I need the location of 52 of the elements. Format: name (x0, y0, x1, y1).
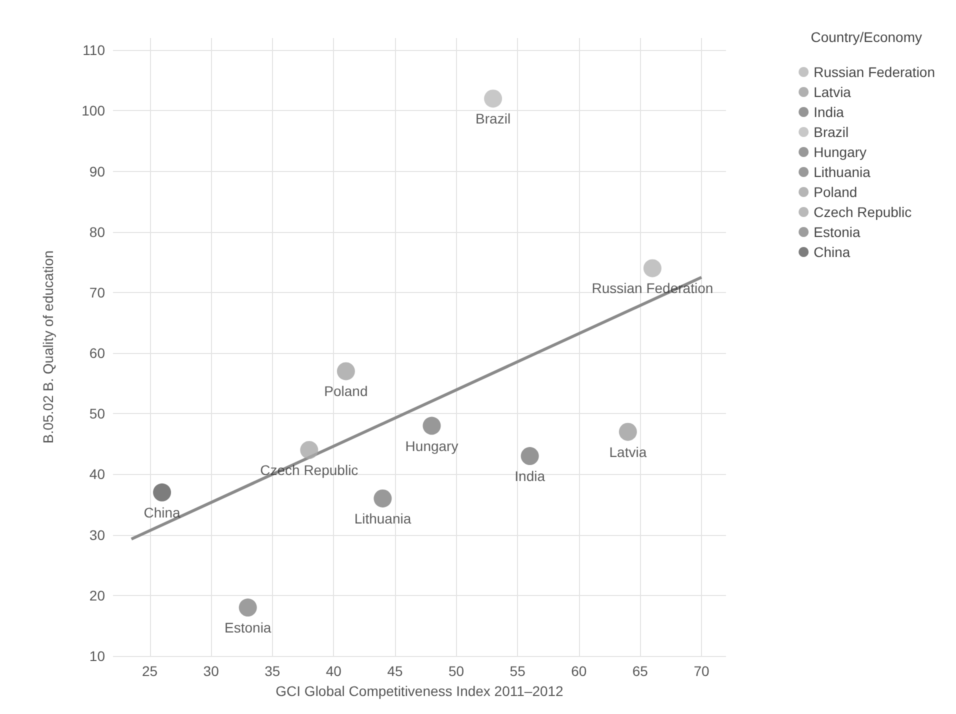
legend-label: China (814, 244, 850, 260)
y-tick-label: 10 (89, 648, 106, 664)
point (520, 447, 539, 466)
x-tick-label: 45 (387, 663, 403, 679)
legend-label: Latvia (814, 84, 852, 100)
legend-label: Czech Republic (814, 204, 912, 220)
x-tick-label: 50 (448, 663, 464, 679)
x-tick-label: 25 (142, 663, 158, 679)
legend-label: Estonia (814, 224, 861, 240)
x-tick-label: 35 (264, 663, 280, 679)
y-tick-label: 20 (89, 587, 106, 604)
point (618, 422, 637, 441)
y-tick-label: 100 (82, 102, 106, 119)
x-axis-title: GCI Global Competitiveness Index 2011–2012 (276, 683, 564, 699)
x-tick-label: 40 (326, 663, 342, 679)
text: Poland (324, 383, 368, 400)
text: India (514, 468, 546, 484)
x-tick-label: 60 (571, 663, 587, 679)
y-axis-title: B.05.02 B. Quality of education (40, 250, 56, 444)
point (643, 259, 662, 278)
text: Brazil (476, 110, 511, 127)
legend-title: Country/Economy (810, 29, 922, 45)
y-tick-label: 60 (89, 345, 106, 362)
y-tick-label: 90 (89, 163, 106, 180)
y-tick-label: 30 (89, 526, 106, 543)
y-tick-label: 40 (89, 466, 106, 482)
legend-label: India (814, 104, 844, 120)
point (374, 489, 392, 508)
point (153, 483, 172, 502)
text: Lithuania (354, 510, 412, 526)
text: Latvia (609, 444, 647, 460)
x-tick-label: 70 (694, 663, 710, 679)
text: China (144, 504, 180, 520)
y-tick-label: 80 (89, 224, 106, 240)
text: Hungary (405, 438, 458, 454)
y-tick-label: 50 (89, 406, 106, 422)
point (422, 416, 441, 435)
point (484, 90, 502, 108)
x-tick-label: 65 (632, 663, 648, 679)
y-tick-label: 110 (82, 42, 106, 58)
x-tick-label: 55 (510, 663, 526, 679)
x-tick-label: 30 (203, 663, 220, 679)
legend-label: Poland (814, 184, 858, 200)
point (238, 598, 257, 617)
legend-label: Lithuania (814, 164, 871, 180)
point (300, 441, 318, 459)
text: Estonia (224, 620, 272, 636)
legend-label: Russian Federation (814, 64, 936, 80)
legend-label: Hungary (814, 144, 867, 160)
point (336, 362, 355, 380)
legend-label: Brazil (814, 124, 849, 140)
y-tick-label: 70 (89, 284, 106, 300)
